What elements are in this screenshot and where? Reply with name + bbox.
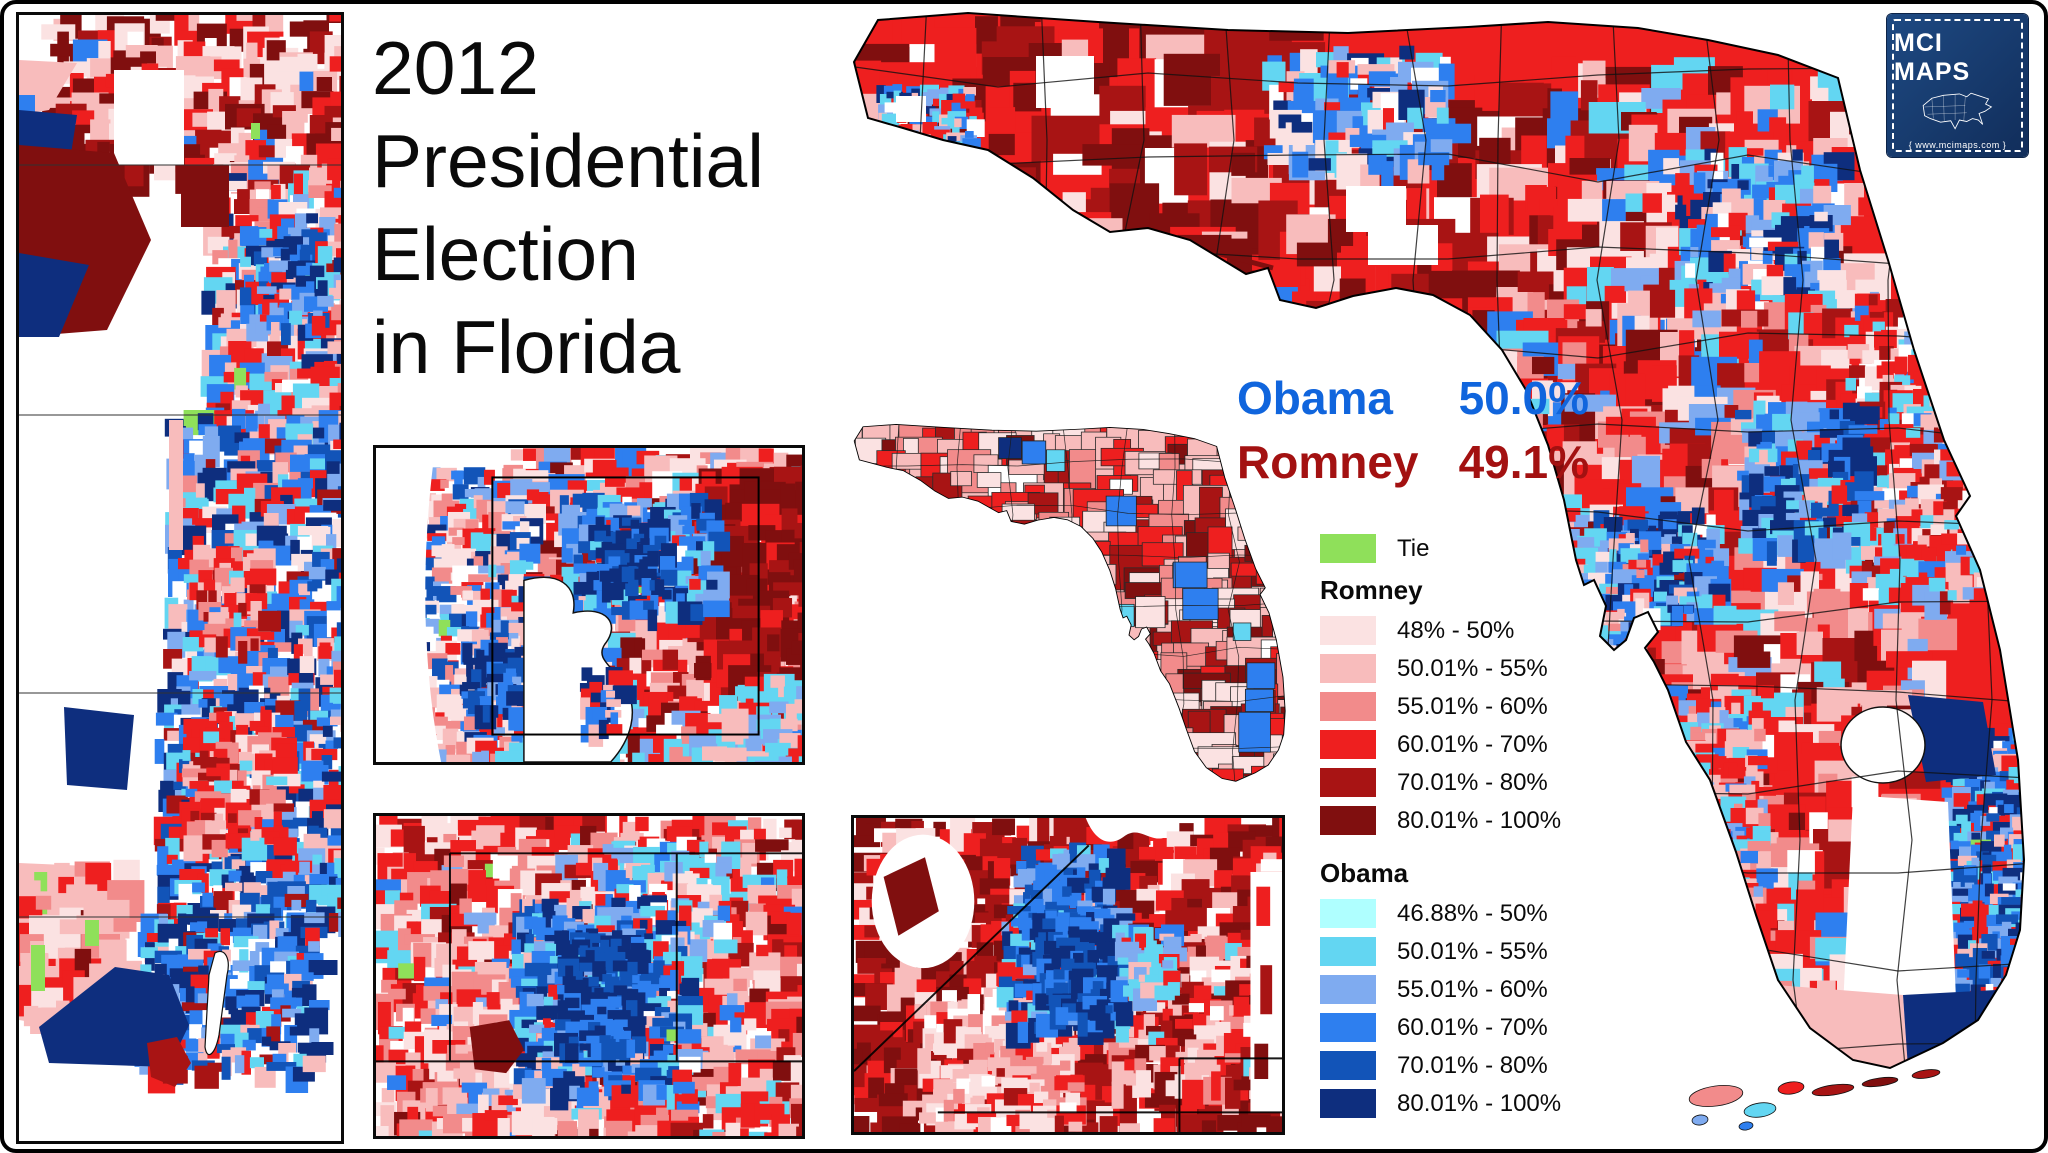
logo-url: { www.mcimaps.com } xyxy=(1908,140,2007,150)
legend-swatch xyxy=(1320,616,1376,645)
obama-label: Obama xyxy=(1237,372,1393,424)
legend-row-obama: 60.01% - 70% xyxy=(1320,1013,1610,1042)
tampa-bay-inset-map xyxy=(376,448,802,762)
legend-header-romney: Romney xyxy=(1320,575,1423,605)
legend-row-romney: 70.01% - 80% xyxy=(1320,768,1610,797)
legend-swatch xyxy=(1320,1089,1376,1118)
legend-header-obama: Obama xyxy=(1320,858,1409,888)
legend-row-obama: 50.01% - 55% xyxy=(1320,937,1610,966)
legend-label: 50.01% - 55% xyxy=(1397,654,1548,682)
legend-label: 70.01% - 80% xyxy=(1397,768,1548,796)
romney-result-row: Romney 49.1% xyxy=(1237,430,1589,494)
legend-label: Tie xyxy=(1397,534,1430,562)
legend-label: 48% - 50% xyxy=(1397,616,1515,644)
obama-value: 50.0% xyxy=(1458,372,1589,424)
legend-label: 60.01% - 70% xyxy=(1397,730,1548,758)
title-line: Presidential xyxy=(372,119,764,203)
legend-label: 50.01% - 55% xyxy=(1397,937,1548,965)
legend-swatch xyxy=(1320,1013,1376,1042)
obama-result-row: Obama 50.0% xyxy=(1237,366,1589,430)
orlando-inset-panel xyxy=(373,813,805,1139)
title-line: 2012 xyxy=(372,26,539,110)
legend-row-romney: 60.01% - 70% xyxy=(1320,730,1610,759)
map-legend: Tie Romney 48% - 50% 50.01% - 55% 55.01% - 6… xyxy=(1320,534,1610,1127)
legend-swatch xyxy=(1320,1051,1376,1080)
legend-swatch xyxy=(1320,534,1376,563)
legend-swatch xyxy=(1320,692,1376,721)
legend-swatch xyxy=(1320,768,1376,797)
legend-swatch xyxy=(1320,975,1376,1004)
legend-row-romney: 55.01% - 60% xyxy=(1320,692,1610,721)
tampa-bay-inset-panel xyxy=(373,445,805,765)
romney-value: 49.1% xyxy=(1458,436,1589,488)
jacksonville-inset-map xyxy=(854,818,1282,1132)
legend-row-romney: 80.01% - 100% xyxy=(1320,806,1610,835)
orlando-inset-map xyxy=(376,816,802,1136)
legend-row-romney: 50.01% - 55% xyxy=(1320,654,1610,683)
usa-outline-icon xyxy=(1922,92,1992,130)
legend-row-tie: Tie xyxy=(1320,534,1610,563)
main-florida-precinct-map xyxy=(852,11,2026,1131)
logo-title: MCI MAPS xyxy=(1894,29,1971,86)
legend-row-obama: 80.01% - 100% xyxy=(1320,1089,1610,1118)
mci-maps-logo: MCI MAPS { www.mcimaps.com } xyxy=(1887,14,2028,157)
legend-swatch xyxy=(1320,730,1376,759)
legend-label: 55.01% - 60% xyxy=(1397,692,1548,720)
legend-label: 60.01% - 70% xyxy=(1397,1013,1548,1041)
legend-row-romney: 48% - 50% xyxy=(1320,616,1610,645)
legend-swatch xyxy=(1320,806,1376,835)
title-line: Election xyxy=(372,212,639,296)
legend-row-obama: 70.01% - 80% xyxy=(1320,1051,1610,1080)
logo-stamp-border: MCI MAPS { www.mcimaps.com } xyxy=(1892,19,2023,152)
title-line: in Florida xyxy=(372,305,681,389)
legend-label: 70.01% - 80% xyxy=(1397,1051,1548,1079)
romney-label: Romney xyxy=(1237,436,1419,488)
legend-label: 80.01% - 100% xyxy=(1397,806,1562,834)
page-title: 2012 Presidential Election in Florida xyxy=(372,22,764,394)
results-summary: Obama 50.0% Romney 49.1% xyxy=(1237,366,1589,494)
florida-county-map xyxy=(853,423,1286,782)
legend-swatch xyxy=(1320,654,1376,683)
legend-row-obama: 55.01% - 60% xyxy=(1320,975,1610,1004)
legend-label: 55.01% - 60% xyxy=(1397,975,1548,1003)
legend-label: 46.88% - 50% xyxy=(1397,899,1548,927)
southeast-florida-strip-panel xyxy=(16,12,344,1144)
legend-swatch xyxy=(1320,899,1376,928)
legend-swatch xyxy=(1320,937,1376,966)
jacksonville-inset-panel xyxy=(851,815,1285,1135)
southeast-florida-strip-map xyxy=(19,15,341,1094)
legend-label: 80.01% - 100% xyxy=(1397,1089,1562,1117)
legend-row-obama: 46.88% - 50% xyxy=(1320,899,1610,928)
